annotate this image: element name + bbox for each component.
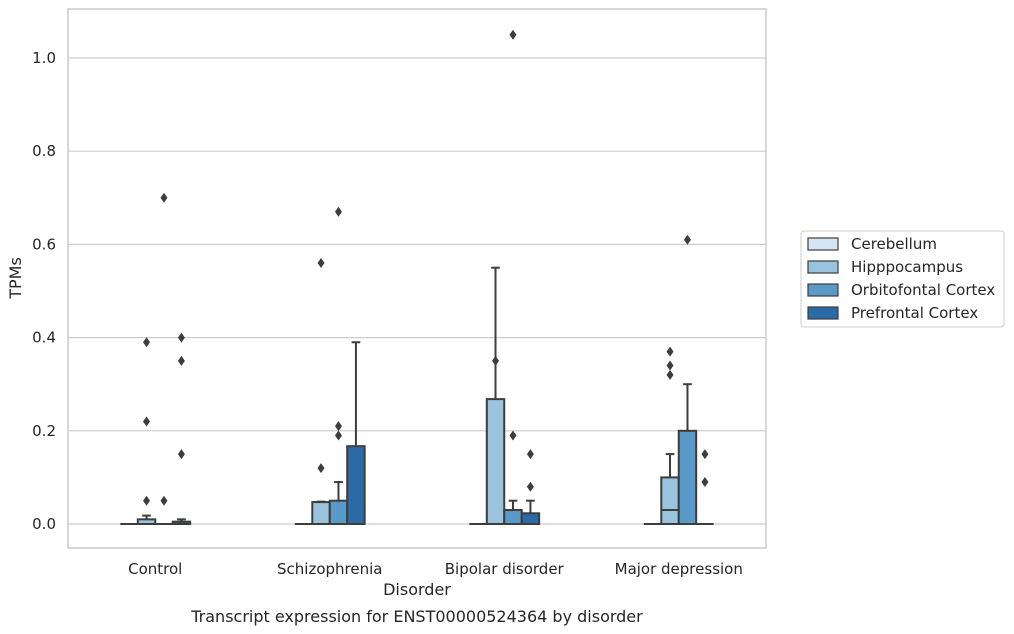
- outlier-point: [317, 463, 325, 474]
- outlier-point: [509, 430, 517, 441]
- x-tick-label: Schizophrenia: [277, 560, 382, 578]
- legend-label: Hipppocampus: [851, 258, 963, 276]
- box-body: [311, 501, 331, 525]
- outlier-point: [701, 449, 709, 460]
- outlier-point: [317, 258, 325, 269]
- box-prefrontal-cortex: [171, 518, 192, 525]
- x-tick-label: Control: [128, 560, 182, 578]
- plot-frame: [67, 8, 767, 549]
- box-body: [677, 429, 698, 525]
- y-tick-label: 0.6: [32, 235, 56, 253]
- box-hipppocampus: [660, 453, 680, 525]
- outlier-point: [160, 495, 168, 506]
- outlier-point: [666, 369, 674, 380]
- y-tick-label: 0.4: [32, 329, 56, 347]
- box-orbitofontal-cortex: [503, 499, 523, 525]
- chart-title: Transcript expression for ENST0000052436…: [190, 607, 643, 626]
- y-tick-label: 0.8: [32, 142, 56, 160]
- outlier-point: [143, 416, 151, 427]
- outlier-point: [683, 234, 691, 245]
- box-body: [485, 398, 506, 525]
- y-tick-label: 1.0: [32, 49, 56, 67]
- legend: Cerebellum Hipppocampus Orbitofontal Corte…: [800, 230, 1005, 328]
- outlier-point: [177, 449, 185, 460]
- box-body: [503, 509, 523, 525]
- legend-label: Orbitofontal Cortex: [851, 281, 995, 299]
- box-hipppocampus: [136, 514, 157, 526]
- outlier-point: [666, 346, 674, 357]
- box-body: [660, 476, 680, 525]
- box-orbitofontal-cortex: [677, 383, 698, 525]
- y-tick-labels: 0.0 0.2 0.4 0.6 0.8 1.0: [32, 49, 56, 533]
- y-tick-label: 0.2: [32, 422, 56, 440]
- outlier-point: [526, 481, 534, 492]
- outlier-point: [334, 430, 342, 441]
- boxplot-boxes: [120, 266, 714, 526]
- box-prefrontal-cortex: [520, 499, 541, 525]
- outlier-markers: [143, 29, 709, 506]
- legend-swatch: [807, 260, 839, 274]
- x-tick-labels: Control Schizophrenia Bipolar disorder Majo…: [128, 560, 743, 578]
- outlier-point: [160, 192, 168, 203]
- outlier-point: [509, 29, 517, 40]
- box-body: [346, 445, 366, 526]
- outlier-point: [701, 477, 709, 488]
- box-hipppocampus: [311, 500, 331, 525]
- legend-swatch: [807, 283, 839, 297]
- gridlines: [68, 57, 766, 525]
- outlier-point: [143, 337, 151, 348]
- box-prefrontal-cortex: [346, 341, 366, 526]
- outlier-point: [334, 206, 342, 217]
- box-orbitofontal-cortex: [328, 481, 349, 526]
- x-tick-label: Bipolar disorder: [445, 560, 565, 578]
- outlier-point: [666, 360, 674, 371]
- outlier-point: [492, 355, 500, 366]
- legend-frame: [800, 230, 1005, 328]
- outlier-point: [177, 332, 185, 343]
- y-tick-label: 0.0: [32, 515, 56, 533]
- outlier-point: [177, 355, 185, 366]
- box-body: [328, 499, 349, 526]
- legend-swatch: [807, 306, 839, 320]
- legend-label: Cerebellum: [851, 235, 937, 253]
- y-axis-label: TPMs: [6, 257, 25, 300]
- box-hipppocampus: [485, 266, 506, 525]
- outlier-point: [143, 495, 151, 506]
- outlier-point: [526, 449, 534, 460]
- legend-label: Prefrontal Cortex: [851, 304, 978, 322]
- x-axis-label: Disorder: [383, 580, 451, 599]
- x-tick-label: Major depression: [615, 560, 743, 578]
- outlier-point: [334, 421, 342, 432]
- box-body: [520, 512, 541, 525]
- legend-swatch: [807, 237, 839, 251]
